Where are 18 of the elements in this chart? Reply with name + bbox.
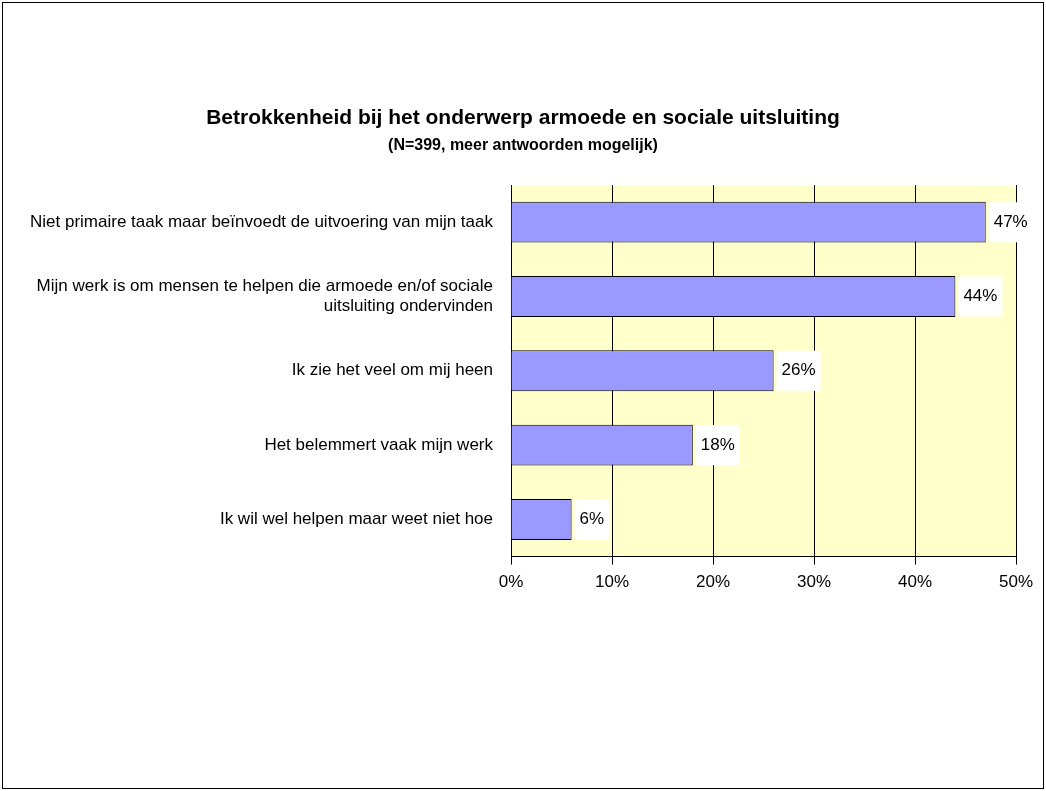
y-tick-label: Mijn werk is om mensen te helpen die armoede en/of sociale uitsluiting ondervinden [36, 275, 494, 316]
y-tick-label: Niet primaire taak maar beïnvoedt de uitvoering van mijn taak [29, 211, 494, 231]
x-tick-label: 0% [498, 572, 524, 592]
data-label: 18% [700, 434, 735, 454]
x-tick-label: 20% [695, 572, 731, 592]
y-tick-label: Ik zie het veel om mij heen [291, 360, 494, 380]
x-tick-label: 30% [796, 572, 832, 592]
data-label: 6% [579, 509, 605, 529]
data-label: 47% [993, 211, 1028, 231]
data-label: 44% [963, 286, 998, 306]
y-tick-label: Het belemmert vaak mijn werk [264, 434, 494, 454]
data-label: 26% [781, 360, 816, 380]
x-tick-label: 10% [594, 572, 630, 592]
chart-subtitle: (N=399, meer antwoorden mogelijk) [387, 136, 659, 154]
x-tick-label: 40% [897, 572, 933, 592]
x-tick-label: 50% [998, 572, 1034, 592]
y-tick-label: Ik wil wel helpen maar weet niet hoe [219, 509, 494, 529]
chart-title: Betrokkenheid bij het onderwerp armoede en sociale uitsluiting [205, 105, 841, 129]
